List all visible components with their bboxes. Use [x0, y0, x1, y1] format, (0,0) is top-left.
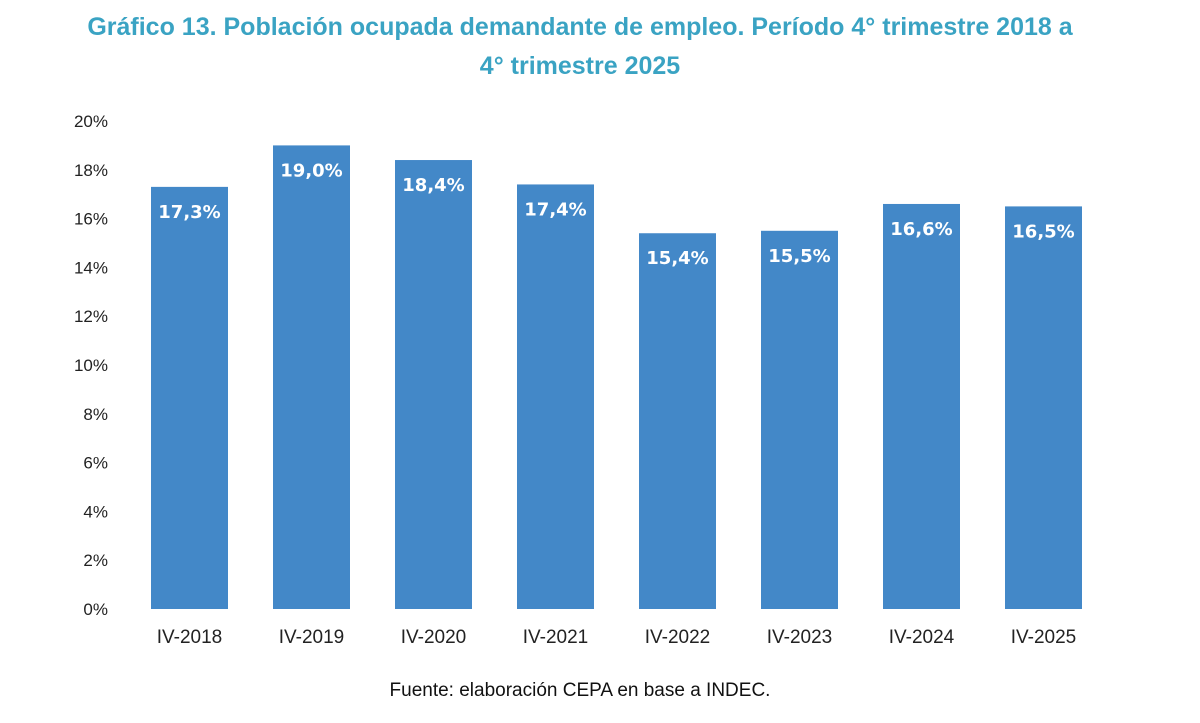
data-label: 15,4% [646, 248, 708, 269]
y-tick-label: 16% [74, 210, 108, 229]
bar-iv-2020 [395, 160, 472, 610]
x-tick-label: IV-2018 [157, 627, 223, 648]
x-tick-label: IV-2019 [279, 627, 345, 648]
bar-iv-2024 [883, 203, 960, 609]
x-tick-label: IV-2024 [889, 627, 955, 648]
chart-title-line-2: 4° trimestre 2025 [479, 52, 681, 80]
x-tick-label: IV-2025 [1011, 627, 1077, 648]
bar-iv-2025 [1005, 206, 1082, 609]
y-tick-label: 4% [83, 502, 108, 521]
y-tick-label: 10% [74, 356, 108, 375]
bar-iv-2019 [273, 145, 350, 609]
y-tick-label: 0% [83, 600, 108, 619]
y-tick-label: 12% [74, 307, 108, 326]
y-tick-label: 18% [74, 161, 108, 180]
data-label: 16,5% [1012, 221, 1074, 242]
data-label: 17,4% [524, 199, 586, 220]
bars: 17,3% 19,0% 18,4% 17,4% 15,4% 15,5% 16,6% 16,5% [151, 145, 1082, 610]
y-tick-label: 2% [83, 551, 108, 570]
y-axis: 0% 2% 4% 6% 8% 10% 12% 14% 16% 18% 20% [74, 112, 108, 619]
chart-title: Gráfico 13. Población ocupada demandante… [0, 8, 1160, 86]
bar-iv-2022 [639, 233, 716, 610]
source-note: Fuente: elaboración CEPA en base a INDEC… [389, 680, 771, 701]
y-tick-label: 14% [74, 258, 108, 277]
chart-title-line-1: Gráfico 13. Población ocupada demandante… [87, 13, 1073, 41]
y-tick-label: 6% [83, 454, 108, 473]
bar-iv-2018 [151, 186, 228, 609]
x-tick-label: IV-2023 [767, 627, 833, 648]
x-axis: IV-2018 IV-2019 IV-2020 IV-2021 IV-2022 IV-20… [157, 627, 1077, 648]
data-label: 15,5% [768, 246, 830, 267]
data-label: 17,3% [158, 202, 220, 223]
data-label: 16,6% [890, 219, 952, 240]
bar-iv-2021 [517, 184, 594, 609]
data-label: 19,0% [280, 160, 342, 181]
data-label: 18,4% [402, 175, 464, 196]
bar-iv-2023 [761, 230, 838, 610]
x-tick-label: IV-2021 [523, 627, 589, 648]
y-tick-label: 8% [83, 405, 108, 424]
y-tick-label: 20% [74, 112, 108, 131]
x-tick-label: IV-2022 [645, 627, 711, 648]
x-tick-label: IV-2020 [401, 627, 467, 648]
